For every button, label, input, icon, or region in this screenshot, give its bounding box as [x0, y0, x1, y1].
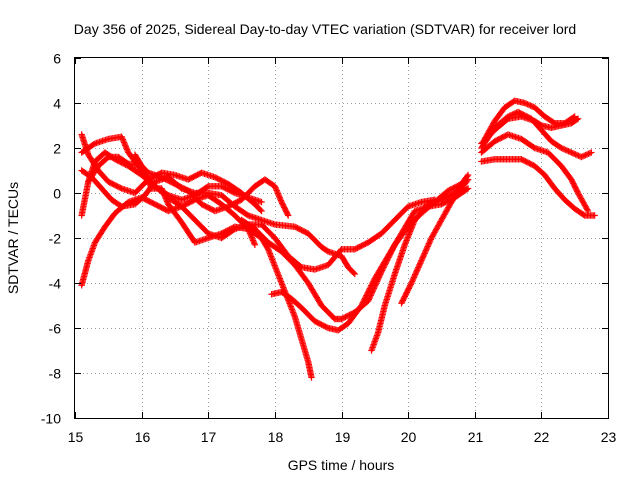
data-point — [350, 269, 357, 277]
chart-title: Day 356 of 2025, Sidereal Day-to-day VTE… — [74, 21, 576, 37]
y-axis-label: SDTVAR / TECUs — [5, 182, 21, 294]
data-point — [117, 184, 124, 192]
x-tick-label: 20 — [401, 429, 417, 445]
data-point — [274, 188, 281, 196]
data-point — [358, 300, 366, 308]
data-point — [272, 185, 280, 193]
data-point — [249, 237, 257, 244]
data-point — [323, 324, 331, 331]
series-track-7 — [131, 151, 292, 219]
data-point — [366, 286, 373, 294]
data-point — [121, 140, 128, 148]
data-point — [361, 296, 368, 304]
data-point — [277, 195, 284, 203]
data-point — [251, 240, 258, 247]
data-point — [271, 183, 279, 190]
x-tick-label: 17 — [201, 429, 217, 445]
data-point — [250, 238, 257, 246]
data-point — [284, 210, 291, 218]
x-tick-label: 18 — [268, 429, 284, 445]
data-point — [464, 185, 472, 192]
data-point — [364, 289, 371, 296]
data-point — [276, 194, 283, 201]
data-point — [366, 285, 374, 292]
data-point — [120, 139, 128, 146]
series-track-6 — [78, 133, 438, 273]
x-tick-label: 23 — [601, 429, 617, 445]
data-point — [118, 133, 125, 140]
data-point — [257, 206, 264, 214]
data-point — [285, 212, 292, 219]
x-tick-label: 21 — [468, 429, 484, 445]
data-point — [275, 193, 283, 200]
data-point — [122, 143, 130, 150]
x-axis-label: GPS time / hours — [288, 457, 395, 473]
data-point — [119, 136, 127, 143]
data-point — [274, 190, 282, 197]
data-point — [351, 270, 359, 278]
data-point — [362, 293, 369, 301]
data-point — [273, 187, 280, 194]
y-tick-label: 0 — [53, 186, 61, 202]
data-point — [275, 191, 282, 199]
data-point — [277, 197, 285, 204]
data-point — [358, 302, 365, 309]
data-point — [119, 134, 126, 142]
y-tick-label: 6 — [53, 51, 61, 67]
data-series — [78, 97, 598, 381]
data-point — [370, 278, 377, 285]
data-point — [365, 288, 372, 295]
data-point — [248, 234, 256, 241]
y-tick-label: -2 — [49, 231, 62, 247]
x-tick-label: 19 — [335, 429, 351, 445]
data-point — [368, 282, 375, 289]
data-point — [363, 292, 370, 299]
data-point — [123, 146, 131, 153]
x-tick-label: 15 — [68, 429, 84, 445]
y-tick-label: 4 — [53, 96, 61, 112]
data-point — [363, 290, 371, 298]
data-point — [258, 207, 265, 215]
y-tick-label: 2 — [53, 141, 61, 157]
data-point — [251, 241, 259, 248]
y-tick-label: -8 — [49, 366, 62, 382]
data-point — [361, 295, 369, 302]
data-point — [272, 184, 279, 191]
y-tick-label: -10 — [41, 411, 61, 427]
data-point — [123, 145, 130, 152]
data-point — [367, 283, 374, 291]
data-point — [369, 279, 376, 286]
data-point — [120, 137, 127, 145]
data-point — [258, 198, 265, 206]
x-tick-label: 22 — [534, 429, 550, 445]
data-point — [463, 186, 471, 193]
data-point — [360, 298, 367, 305]
y-tick-label: -4 — [49, 276, 62, 292]
data-point — [248, 232, 255, 240]
data-point — [249, 235, 256, 243]
data-point — [368, 280, 376, 288]
data-point — [370, 276, 378, 284]
y-tick-label: -6 — [49, 321, 62, 337]
x-tick-label: 16 — [135, 429, 151, 445]
data-point — [359, 299, 367, 306]
data-point — [122, 142, 129, 149]
data-point — [308, 374, 315, 381]
